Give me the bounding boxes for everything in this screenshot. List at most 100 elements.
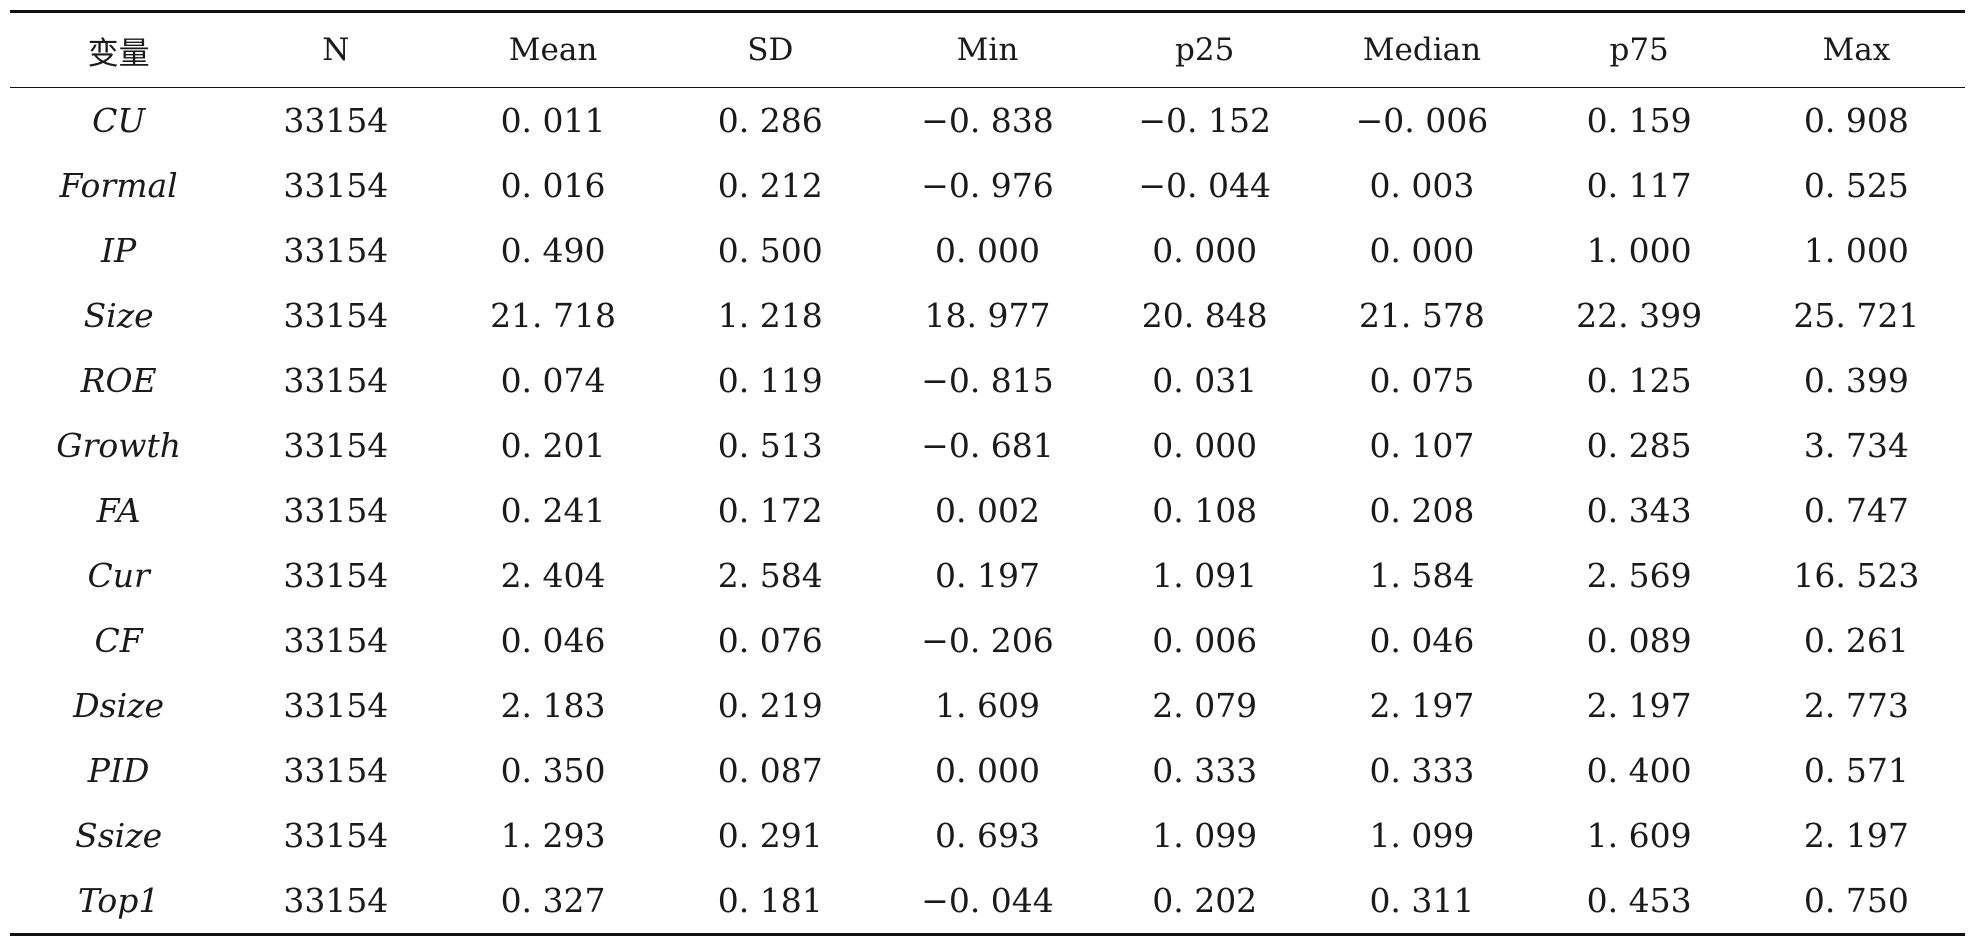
cell-p75: 0. 400 <box>1586 751 1692 790</box>
cell-median: 0. 000 <box>1369 231 1475 270</box>
cell-n: 33154 <box>283 621 389 660</box>
header-variable: 变量 <box>10 10 228 88</box>
table-row: Size 33154 21. 718 1. 218 18. 977 20. 848 21. … <box>10 283 1965 348</box>
cell-n: 33154 <box>283 361 389 400</box>
cell-mean: 2. 404 <box>500 556 606 595</box>
table-row: Top1 33154 0. 327 0. 181 −0. 044 0. 202 0. 311… <box>10 868 1965 936</box>
cell-n: 33154 <box>283 166 389 205</box>
cell-p75: 2. 197 <box>1586 686 1692 725</box>
cell-variable: Growth <box>56 426 181 465</box>
cell-max: 3. 734 <box>1803 426 1909 465</box>
cell-median: 0. 107 <box>1369 426 1475 465</box>
table-row: Ssize 33154 1. 293 0. 291 0. 693 1. 099 1. 099… <box>10 803 1965 868</box>
cell-p75: 0. 125 <box>1586 361 1692 400</box>
cell-sd: 0. 291 <box>717 816 823 855</box>
header-min: Min <box>878 10 1097 88</box>
cell-median: 0. 208 <box>1369 491 1475 530</box>
cell-max: 2. 773 <box>1803 686 1909 725</box>
cell-min: −0. 976 <box>921 166 1054 205</box>
cell-max: 0. 571 <box>1803 751 1909 790</box>
cell-variable: Size <box>83 296 154 335</box>
cell-p25: 0. 333 <box>1152 751 1258 790</box>
cell-n: 33154 <box>283 491 389 530</box>
table-header: 变量 N Mean SD Min p25 Median p75 Max <box>10 10 1965 88</box>
cell-min: −0. 815 <box>921 361 1054 400</box>
cell-p75: 0. 343 <box>1586 491 1692 530</box>
cell-variable: CU <box>92 101 146 140</box>
cell-p75: 0. 159 <box>1586 101 1692 140</box>
cell-mean: 0. 046 <box>500 621 606 660</box>
table-row: Dsize 33154 2. 183 0. 219 1. 609 2. 079 2. 197… <box>10 673 1965 738</box>
cell-p25: 2. 079 <box>1152 686 1258 725</box>
cell-sd: 0. 286 <box>717 101 823 140</box>
table-row: CU 33154 0. 011 0. 286 −0. 838 −0. 152 −0. 006… <box>10 88 1965 154</box>
cell-max: 0. 747 <box>1803 491 1909 530</box>
cell-n: 33154 <box>283 231 389 270</box>
cell-p75: 2. 569 <box>1586 556 1692 595</box>
cell-median: 0. 075 <box>1369 361 1475 400</box>
cell-sd: 0. 500 <box>717 231 823 270</box>
cell-median: 0. 046 <box>1369 621 1475 660</box>
cell-p75: 0. 089 <box>1586 621 1692 660</box>
table-row: CF 33154 0. 046 0. 076 −0. 206 0. 006 0. 046 0.… <box>10 608 1965 673</box>
cell-p25: −0. 044 <box>1138 166 1272 205</box>
cell-sd: 0. 212 <box>717 166 823 205</box>
cell-max: 0. 908 <box>1803 101 1909 140</box>
cell-median: 2. 197 <box>1369 686 1475 725</box>
cell-sd: 2. 584 <box>717 556 823 595</box>
cell-p75: 1. 609 <box>1586 816 1692 855</box>
cell-min: −0. 206 <box>921 621 1054 660</box>
table-row: Formal 33154 0. 016 0. 212 −0. 976 −0. 044 0. … <box>10 153 1965 218</box>
cell-p25: 0. 000 <box>1152 231 1258 270</box>
cell-n: 33154 <box>283 686 389 725</box>
cell-max: 1. 000 <box>1803 231 1909 270</box>
header-max: Max <box>1747 10 1965 88</box>
cell-p25: 0. 108 <box>1152 491 1258 530</box>
cell-variable: IP <box>100 231 137 270</box>
cell-median: 21. 578 <box>1358 296 1485 335</box>
cell-mean: 21. 718 <box>490 296 617 335</box>
cell-max: 0. 261 <box>1803 621 1909 660</box>
header-sd: SD <box>661 10 879 88</box>
cell-median: −0. 006 <box>1355 101 1489 140</box>
cell-p25: 0. 006 <box>1152 621 1258 660</box>
cell-variable: PID <box>87 751 150 790</box>
cell-variable: ROE <box>80 361 157 400</box>
cell-p75: 1. 000 <box>1586 231 1692 270</box>
cell-variable: CF <box>94 621 143 660</box>
cell-min: 0. 197 <box>935 556 1040 595</box>
cell-min: 0. 000 <box>935 231 1040 270</box>
cell-p75: 22. 399 <box>1576 296 1703 335</box>
table-body: CU 33154 0. 011 0. 286 −0. 838 −0. 152 −0. 006… <box>10 88 1965 936</box>
cell-mean: 0. 011 <box>500 101 606 140</box>
header-median: Median <box>1313 10 1531 88</box>
cell-p25: 0. 031 <box>1152 361 1258 400</box>
cell-p25: 1. 091 <box>1152 556 1258 595</box>
cell-variable: Formal <box>59 166 178 205</box>
cell-n: 33154 <box>283 426 389 465</box>
cell-n: 33154 <box>283 816 389 855</box>
cell-mean: 1. 293 <box>500 816 606 855</box>
cell-median: 0. 311 <box>1313 868 1531 936</box>
cell-p25: 20. 848 <box>1141 296 1268 335</box>
cell-median: 1. 099 <box>1369 816 1475 855</box>
cell-mean: 0. 074 <box>500 361 606 400</box>
cell-variable: Ssize <box>75 816 163 855</box>
cell-variable: FA <box>96 491 141 530</box>
descriptive-statistics-table: 变量 N Mean SD Min p25 Median p75 Max CU 33… <box>10 10 1965 936</box>
cell-variable: Cur <box>87 556 150 595</box>
cell-sd: 0. 172 <box>717 491 823 530</box>
cell-mean: 0. 201 <box>500 426 606 465</box>
cell-variable: Top1 <box>10 868 228 936</box>
header-p25: p25 <box>1096 10 1314 88</box>
cell-min: 0. 002 <box>935 491 1040 530</box>
cell-variable: Dsize <box>73 686 165 725</box>
cell-n: 33154 <box>283 751 389 790</box>
cell-max: 0. 525 <box>1803 166 1909 205</box>
table-row: PID 33154 0. 350 0. 087 0. 000 0. 333 0. 333 0.… <box>10 738 1965 803</box>
cell-sd: 0. 181 <box>661 868 879 936</box>
cell-mean: 0. 016 <box>500 166 606 205</box>
cell-mean: 0. 241 <box>500 491 606 530</box>
cell-max: 0. 750 <box>1747 868 1965 936</box>
cell-min: −0. 838 <box>921 101 1054 140</box>
